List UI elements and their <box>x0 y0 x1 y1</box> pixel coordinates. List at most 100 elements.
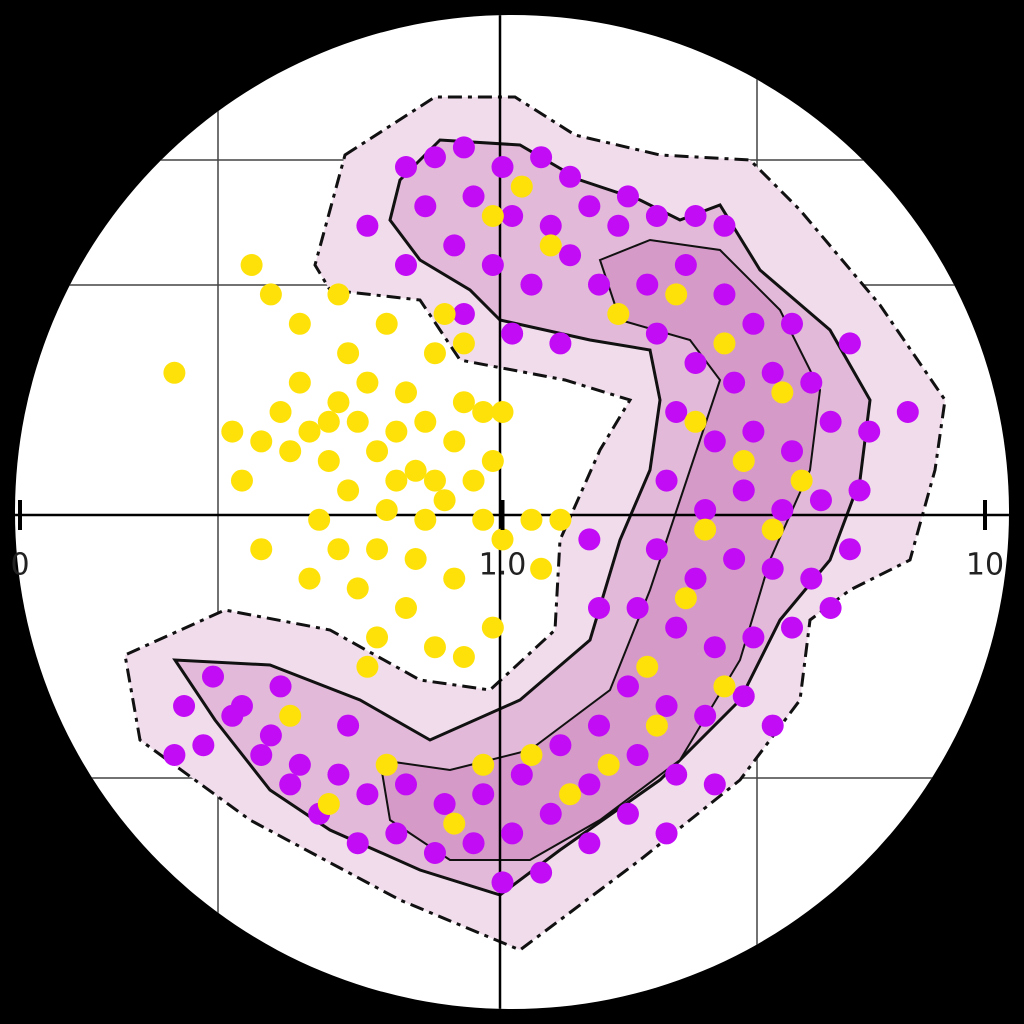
point <box>288 312 311 335</box>
point <box>481 254 504 276</box>
point <box>462 832 485 855</box>
point <box>337 714 360 737</box>
point <box>327 538 350 561</box>
point <box>472 783 495 806</box>
point <box>173 695 196 717</box>
point <box>597 753 620 776</box>
point <box>626 597 649 619</box>
point <box>626 744 649 766</box>
point <box>713 332 736 355</box>
point <box>896 401 919 423</box>
point <box>202 665 224 688</box>
point <box>539 214 562 237</box>
point <box>385 420 408 443</box>
point <box>250 538 273 561</box>
point <box>404 459 427 482</box>
point <box>838 332 861 355</box>
point <box>433 489 456 512</box>
point <box>694 518 717 541</box>
point <box>269 675 292 698</box>
point <box>192 734 215 757</box>
point <box>684 352 707 374</box>
point <box>327 763 350 786</box>
point <box>781 616 803 639</box>
point <box>366 626 389 649</box>
point <box>742 312 765 335</box>
point <box>684 567 707 590</box>
point <box>452 646 475 668</box>
point <box>501 822 524 845</box>
point <box>230 469 253 492</box>
point <box>520 273 543 296</box>
point <box>337 342 360 365</box>
point <box>559 244 582 267</box>
point <box>452 303 475 325</box>
point <box>288 371 311 394</box>
point <box>423 342 446 365</box>
point <box>761 361 784 384</box>
x-tick-label: 10 <box>966 548 1004 583</box>
point <box>356 371 379 394</box>
point <box>559 165 582 188</box>
point <box>356 655 379 678</box>
point <box>250 744 273 766</box>
point <box>395 773 417 796</box>
point <box>423 842 446 864</box>
point <box>250 430 273 453</box>
point <box>520 508 543 531</box>
point <box>530 861 553 884</box>
point <box>163 361 186 384</box>
point <box>607 214 630 237</box>
point <box>491 871 514 894</box>
point <box>221 420 244 443</box>
point <box>819 597 842 619</box>
point <box>259 283 282 306</box>
point <box>761 557 784 580</box>
point <box>549 508 572 531</box>
point <box>665 283 688 306</box>
point <box>858 420 881 443</box>
point <box>346 410 369 433</box>
point <box>713 214 736 237</box>
point <box>559 783 582 806</box>
point <box>684 410 707 433</box>
point <box>665 763 688 786</box>
point <box>404 548 427 570</box>
point <box>742 626 765 649</box>
point <box>327 391 350 414</box>
point <box>423 146 446 169</box>
point <box>578 195 601 218</box>
point <box>317 410 340 433</box>
point <box>317 450 340 472</box>
point <box>645 714 668 737</box>
point <box>375 499 398 521</box>
point <box>375 753 398 776</box>
point <box>723 371 746 394</box>
point <box>761 518 784 541</box>
point <box>723 548 746 570</box>
point <box>423 469 446 492</box>
point <box>221 704 244 727</box>
point <box>665 401 688 423</box>
point <box>578 773 601 796</box>
point <box>549 332 572 355</box>
marks <box>163 136 919 894</box>
point <box>375 312 398 335</box>
point <box>684 205 707 227</box>
point <box>491 401 514 423</box>
point <box>713 675 736 698</box>
point <box>848 479 871 502</box>
point <box>317 793 340 815</box>
point <box>645 538 668 561</box>
point <box>665 616 688 639</box>
point <box>288 753 311 776</box>
point <box>433 793 456 815</box>
point <box>761 714 784 737</box>
point <box>443 234 466 257</box>
point <box>472 508 495 531</box>
point <box>809 489 832 512</box>
point <box>800 567 823 590</box>
point <box>732 450 755 472</box>
point <box>452 391 475 414</box>
point <box>240 254 263 276</box>
